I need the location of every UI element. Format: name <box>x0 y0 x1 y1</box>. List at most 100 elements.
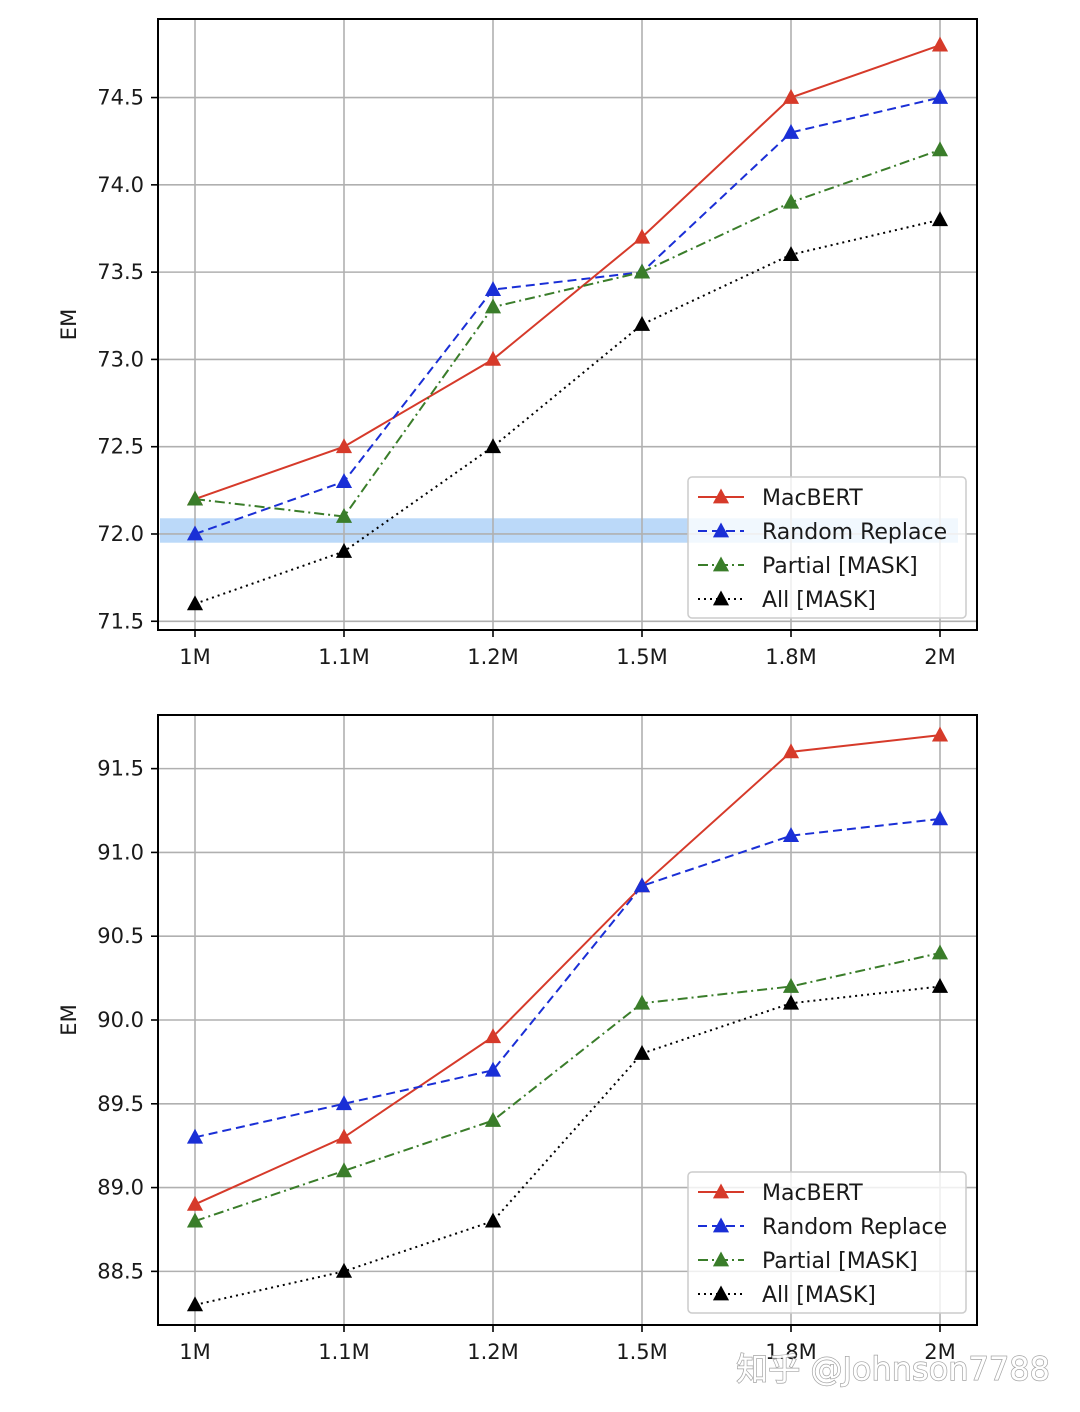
data-point <box>633 228 651 244</box>
x-tick-label: 1M <box>179 645 210 669</box>
data-point <box>633 877 651 893</box>
data-point <box>484 1028 502 1044</box>
legend-label: All [MASK] <box>762 588 876 613</box>
series-line <box>194 985 941 1306</box>
legend-marker <box>712 590 730 606</box>
data-point <box>186 1128 204 1144</box>
data-point <box>186 1212 204 1228</box>
data-point <box>186 1195 204 1211</box>
y-tick-label: 90.5 <box>97 924 144 948</box>
legend-label: MacBERT <box>762 1181 863 1206</box>
data-point <box>186 525 204 541</box>
data-point <box>484 1212 502 1228</box>
data-point <box>931 89 949 104</box>
series-line <box>194 96 941 535</box>
data-point <box>335 438 353 454</box>
y-tick-label: 73.0 <box>97 347 144 371</box>
y-tick-label: 72.0 <box>97 522 144 546</box>
data-point <box>931 36 949 52</box>
data-point <box>484 350 502 366</box>
y-axis-label: EM <box>57 1004 81 1035</box>
legend-marker <box>712 1217 730 1233</box>
data-point <box>335 508 353 523</box>
legend-label: MacBERT <box>762 486 863 511</box>
x-tick-label: 1.5M <box>616 645 668 669</box>
y-tick-label: 90.0 <box>97 1008 144 1032</box>
x-tick-label: 1.8M <box>765 645 817 669</box>
y-tick-label: 88.5 <box>97 1259 144 1283</box>
x-tick-label: 1.2M <box>467 645 519 669</box>
chart-top: 1M 1.1M 1.2M 1.5M 1.8M 2M 71.5 72.0 72.5 73.0 73.5… <box>57 18 978 669</box>
y-tick-label: 73.5 <box>97 260 144 284</box>
data-point <box>335 1128 353 1144</box>
data-point <box>484 281 502 296</box>
x-tick-label: 1.1M <box>318 645 370 669</box>
data-point <box>782 246 800 262</box>
x-tick-label: 1M <box>179 1340 210 1364</box>
legend-marker <box>712 1285 730 1301</box>
y-tick-label: 72.5 <box>97 435 144 459</box>
legend-label: Random Replace <box>762 520 947 545</box>
y-tick-label: 89.0 <box>97 1176 144 1200</box>
legend-label: All [MASK] <box>762 1283 876 1308</box>
data-point <box>186 595 204 611</box>
data-point <box>484 298 502 314</box>
y-axis-label: EM <box>57 309 81 340</box>
data-point <box>782 977 800 993</box>
data-point <box>782 123 800 139</box>
series-line <box>194 951 941 1223</box>
data-point <box>633 1045 651 1060</box>
data-point <box>782 89 800 104</box>
legend-box <box>687 476 967 619</box>
y-tick-label: 91.0 <box>97 840 144 864</box>
legend-marker <box>712 1183 730 1199</box>
data-point <box>782 827 800 843</box>
data-point <box>484 1112 502 1127</box>
y-tick-label: 71.5 <box>97 609 144 633</box>
series-line <box>194 148 941 518</box>
y-tick-label: 74.5 <box>97 86 144 110</box>
data-point <box>782 994 800 1010</box>
legend-label: Partial [MASK] <box>762 1249 918 1274</box>
series-line <box>194 734 941 1206</box>
data-point <box>633 994 651 1010</box>
data-point <box>335 1262 353 1278</box>
legend-marker <box>712 522 730 538</box>
data-point <box>484 1061 502 1077</box>
legend-box <box>687 1171 967 1314</box>
data-point <box>782 193 800 209</box>
legend-marker <box>712 556 730 572</box>
x-tick-label: 1.2M <box>467 1340 519 1364</box>
legend-marker <box>712 488 730 504</box>
x-tick-label: 2M <box>924 645 955 669</box>
data-point <box>186 1296 204 1312</box>
series-line <box>194 817 941 1139</box>
x-tick-label: 1.5M <box>616 1340 668 1364</box>
data-point <box>782 743 800 759</box>
data-point <box>931 726 949 742</box>
x-tick-label: 1.8M <box>765 1340 817 1364</box>
data-point <box>335 1095 353 1111</box>
y-tick-label: 91.5 <box>97 757 144 781</box>
chart-bottom: 1M 1.1M 1.2M 1.5M 1.8M 2M 88.5 89.0 89.5 90.0 90.5… <box>57 714 978 1364</box>
data-point <box>335 1162 353 1178</box>
legend-label: Partial [MASK] <box>762 554 918 579</box>
x-tick-label: 2M <box>924 1340 955 1364</box>
data-point <box>633 316 651 331</box>
data-point <box>931 977 949 993</box>
series-line <box>194 44 941 501</box>
data-point <box>931 810 949 826</box>
data-point <box>931 211 949 227</box>
data-point <box>633 263 651 279</box>
data-point <box>484 438 502 454</box>
data-point <box>335 473 353 488</box>
legend-label: Random Replace <box>762 1215 947 1240</box>
plot-frame <box>157 18 978 631</box>
data-point <box>335 542 353 558</box>
watermark-text: 知乎 @Johnson7788 <box>736 1350 1050 1388</box>
x-tick-label: 1.1M <box>318 1340 370 1364</box>
data-point <box>931 944 949 960</box>
y-tick-label: 89.5 <box>97 1092 144 1116</box>
legend-marker <box>712 1251 730 1267</box>
